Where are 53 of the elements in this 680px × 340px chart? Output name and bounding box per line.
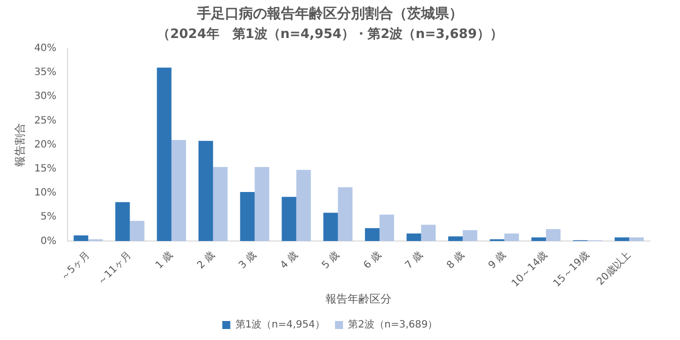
bar [338,187,352,242]
y-tick-label: 10% [34,188,56,199]
bar [130,220,144,242]
bar [364,228,380,242]
y-tick-label: 40% [34,42,56,54]
y-axis-title: 報告割合 [13,122,26,167]
x-tick-label: ～11ヶ月 [96,250,134,288]
bar [254,166,270,242]
bar [282,196,296,242]
x-tick-label: 3 歳 [236,248,259,272]
bar [614,237,630,242]
bar [213,166,228,242]
bar [462,230,478,242]
x-tick-label: 6 歳 [361,248,384,272]
bar [171,140,186,242]
x-tick-label: 5 歳 [320,248,342,272]
y-tick-label: 5% [40,212,56,223]
x-axis-title: 報告年齢区分 [326,292,392,306]
y-tick-label: 15% [34,163,56,174]
bar [504,233,519,242]
bar [323,212,338,242]
x-tick-label: 1 歳 [153,248,176,272]
x-tick-label: 15～19歳 [550,248,592,290]
x-tick-label: 9 歳 [486,248,508,272]
y-tick-label: 0% [40,236,56,247]
bar [546,229,561,242]
x-tick-label: 4 歳 [278,248,300,272]
y-tick-label: 30% [34,91,56,102]
bar [406,233,422,242]
y-tick-label: 35% [34,67,56,78]
y-tick-label: 20% [34,139,56,150]
x-tick-label: 20歳以上 [594,248,634,288]
bar [531,237,546,242]
bar [421,224,436,242]
chart-title: 手足口病の報告年齢区分別割合（茨城県） [196,5,463,22]
bar [629,237,644,242]
y-tick-label: 25% [34,115,56,126]
x-tick-label: ～5ヶ月 [58,250,92,284]
bar [198,140,214,242]
bar [156,68,172,242]
x-tick-label: 2 歳 [194,248,218,272]
bar [448,236,463,242]
chart-subtitle: （2024年 第1波（n=4,954）・第2波（n=3,689）） [157,26,503,42]
bar [380,214,394,242]
bar [240,192,255,242]
bar [74,235,88,242]
bar [296,170,311,242]
legend-label: 第2波（n=3,689） [348,318,438,331]
legend-label: 第1波（n=4,954） [235,318,326,331]
bar [115,202,130,242]
x-tick-label: 10～14歳 [509,248,550,290]
x-tick-label: 8 歳 [444,248,467,272]
x-tick-label: 7 歳 [402,248,426,272]
